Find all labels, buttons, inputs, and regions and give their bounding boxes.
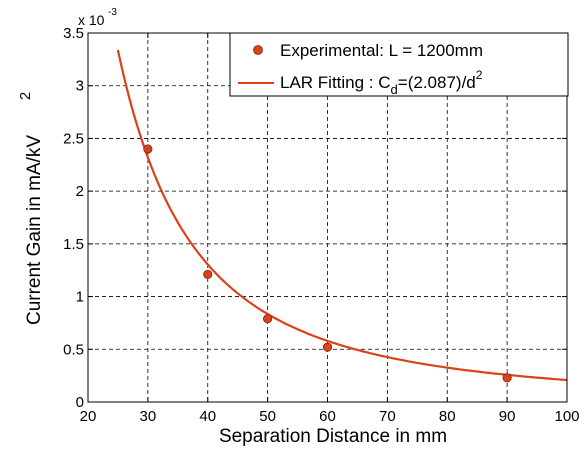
legend-label-experimental: Experimental: L = 1200mm [280, 41, 483, 60]
legend-label-fit-superscript: 2 [476, 68, 483, 82]
data-point [143, 144, 153, 154]
y-tick-label: 1.5 [63, 236, 84, 253]
legend: Experimental: L = 1200mm LAR Fitting : C… [229, 32, 569, 97]
x-tick-label: 80 [439, 408, 456, 425]
y-axis-label-group: Current Gain in mA/kV 2 [17, 92, 45, 325]
x-tick-label: 40 [199, 408, 216, 425]
points-layer [143, 144, 512, 383]
data-point [263, 314, 273, 324]
fit-curve [116, 49, 568, 382]
y-tick-label: 0.5 [63, 341, 84, 358]
y-tick-label: 3 [76, 78, 84, 95]
legend-label-fit: LAR Fitting : Cd=(2.087)/d2 [280, 68, 483, 97]
x-axis-label: Separation Distance in mm [219, 426, 447, 447]
legend-label-fit-mid: =(2.087)/d [398, 73, 476, 92]
x-tick-label: 20 [80, 408, 97, 425]
data-point [322, 342, 333, 352]
tick-labels: 20 30 40 50 60 70 80 90 100 0 0.5 1 1.5 2 2.5 3 3.5 [63, 25, 579, 425]
x-tick-label: 60 [319, 408, 336, 425]
y-exponent-base: x 10 [78, 12, 105, 28]
x-tick-label: 50 [259, 408, 276, 425]
legend-label-fit-subscript: d [391, 82, 398, 97]
legend-marker-experimental [253, 45, 263, 55]
data-point [203, 269, 213, 280]
y-tick-label: 1 [76, 289, 84, 306]
x-tick-label: 30 [140, 408, 157, 425]
y-exponent-power: -3 [108, 7, 117, 18]
y-axis-label: Current Gain in mA/kV [24, 135, 45, 325]
legend-label-fit-prefix: LAR Fitting : C [280, 73, 391, 92]
x-tick-label: 100 [554, 408, 579, 425]
x-tick-label: 70 [379, 408, 396, 425]
legend-box [229, 32, 569, 97]
x-tick-label: 90 [499, 408, 516, 425]
fit-layer [116, 49, 568, 382]
y-tick-label: 3.5 [63, 25, 84, 42]
y-tick-label: 2.5 [63, 130, 84, 147]
y-axis-label-superscript: 2 [17, 92, 34, 100]
y-tick-label: 2 [76, 183, 84, 200]
y-tick-label: 0 [76, 394, 84, 411]
data-point [502, 373, 512, 383]
